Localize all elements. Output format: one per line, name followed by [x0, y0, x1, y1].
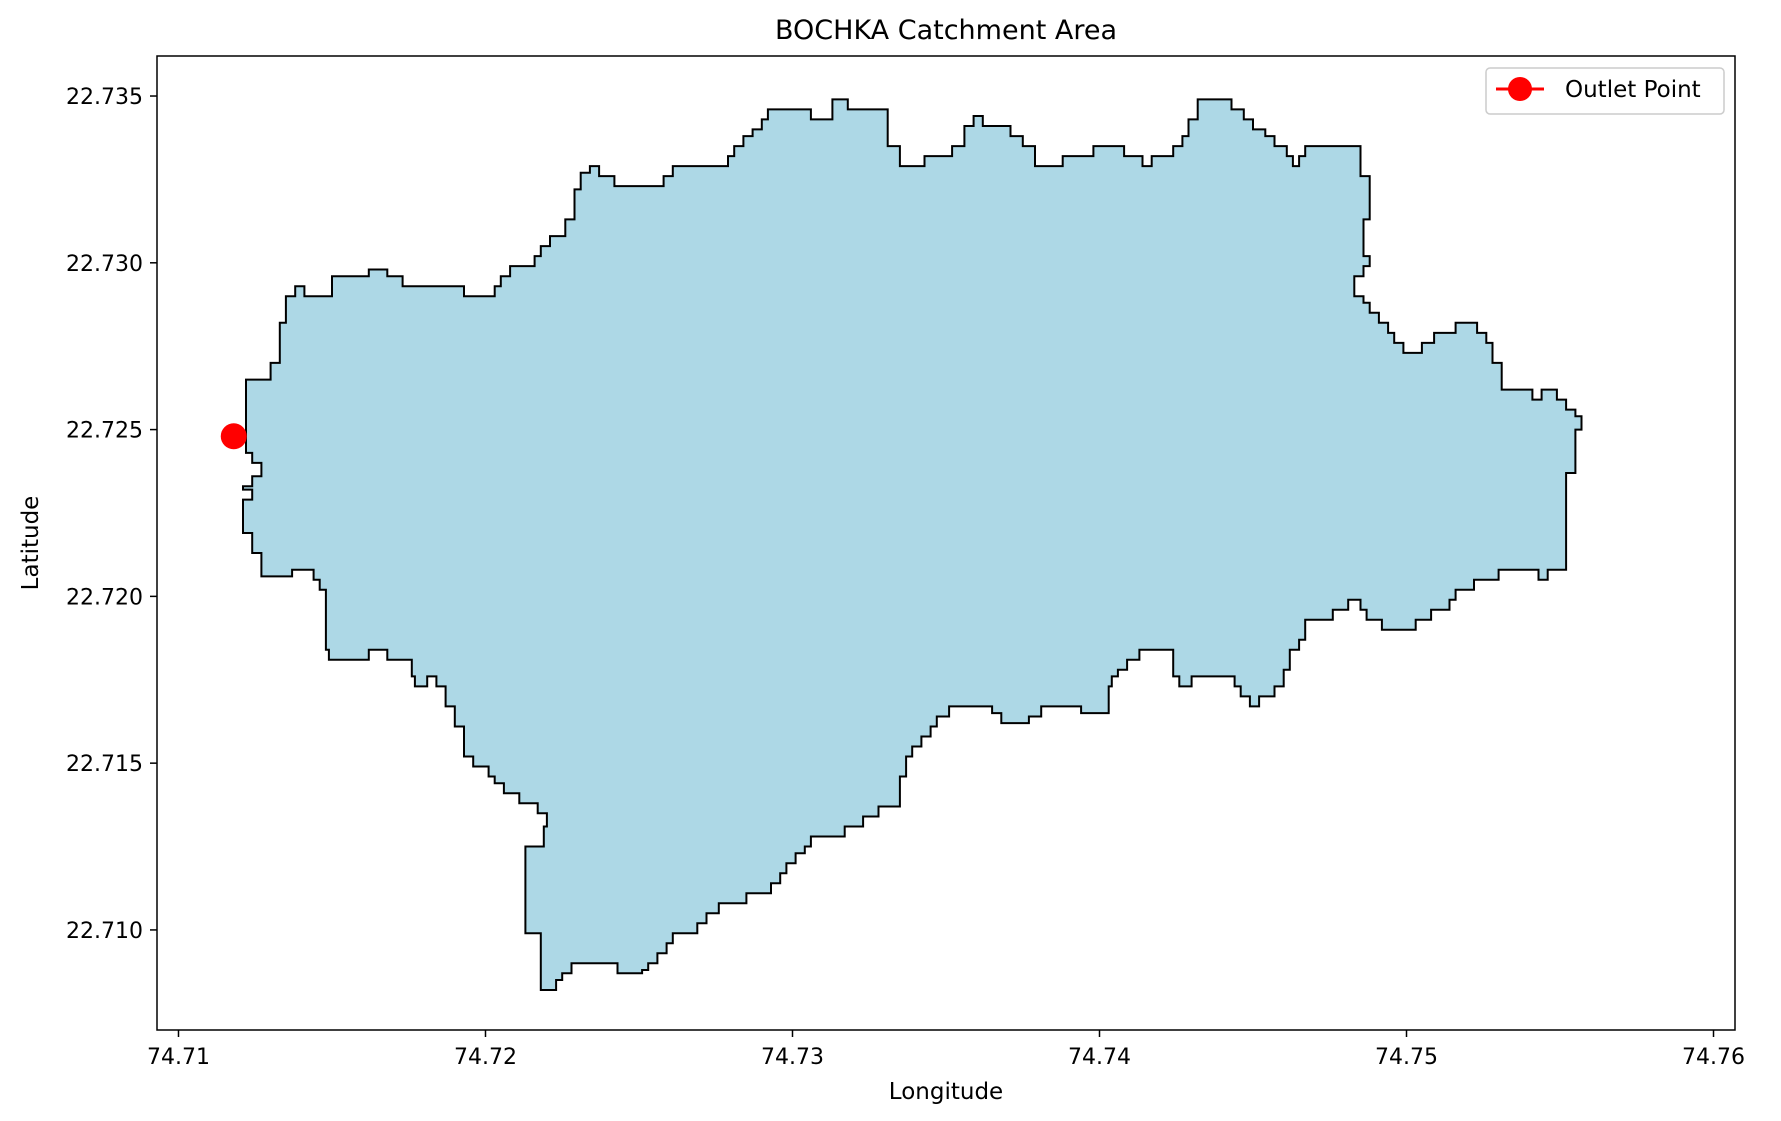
legend: Outlet Point — [1485, 67, 1725, 115]
y-tick-label: 22.725 — [66, 419, 143, 444]
outlet-point — [220, 423, 247, 450]
legend-label-outlet-point: Outlet Point — [1565, 77, 1701, 103]
plot-area — [220, 98, 1583, 991]
x-tick-label: 74.76 — [1682, 1045, 1745, 1070]
x-axis-label: Longitude — [889, 1079, 1003, 1105]
legend-box — [1485, 67, 1725, 115]
chart-title: BOCHKA Catchment Area — [775, 15, 1117, 46]
y-tick-label: 22.715 — [66, 752, 143, 777]
y-axis-ticks: 22.710 22.715 22.720 22.725 22.730 22.735 — [66, 85, 157, 944]
y-axis-label: Latitude — [18, 496, 44, 591]
x-tick-label: 74.72 — [454, 1045, 517, 1070]
axes-frame — [156, 55, 1736, 1031]
x-tick-label: 74.74 — [1068, 1045, 1131, 1070]
x-axis-ticks: 74.71 74.72 74.73 74.74 74.75 74.76 — [147, 1030, 1745, 1070]
x-tick-label: 74.75 — [1375, 1045, 1438, 1070]
y-tick-label: 22.735 — [66, 85, 143, 110]
legend-marker — [1508, 77, 1532, 101]
x-tick-label: 74.71 — [147, 1045, 210, 1070]
y-tick-label: 22.710 — [66, 919, 143, 944]
x-tick-label: 74.73 — [761, 1045, 824, 1070]
y-tick-label: 22.730 — [66, 252, 143, 277]
y-tick-label: 22.720 — [66, 585, 143, 610]
catchment-area — [242, 98, 1583, 991]
outlet-point-marker — [220, 423, 247, 450]
